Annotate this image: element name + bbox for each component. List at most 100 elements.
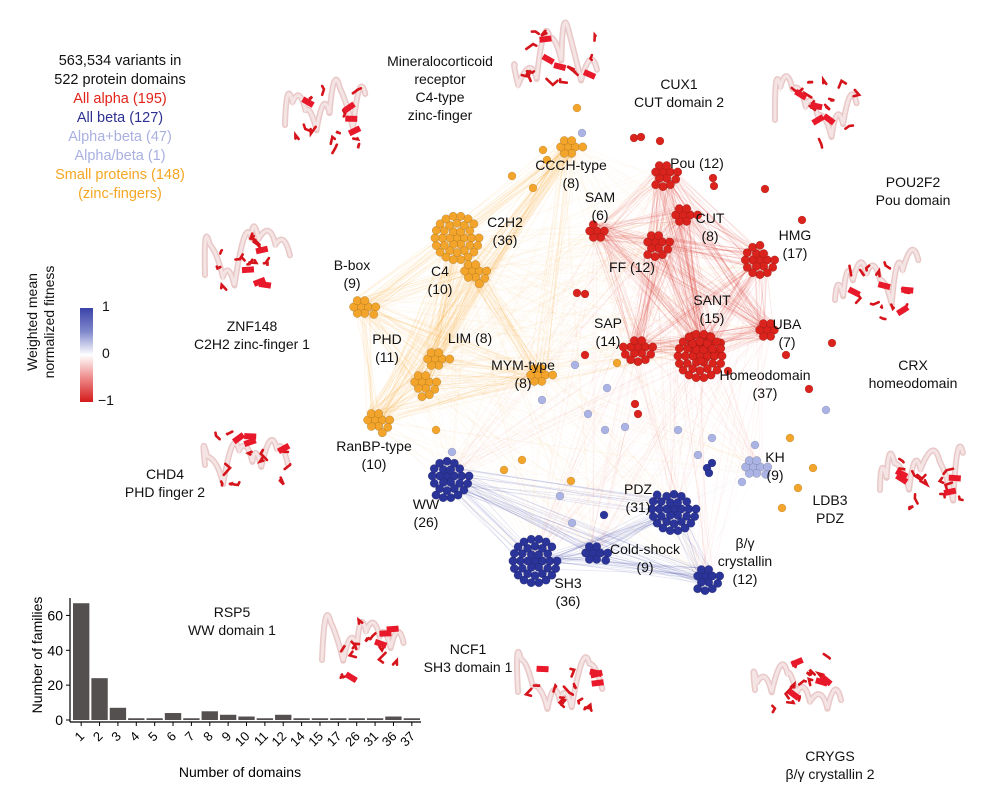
network-edge xyxy=(367,307,532,378)
network-edge xyxy=(596,229,699,344)
network-edge xyxy=(476,246,659,269)
network-edge xyxy=(533,555,714,572)
network-edge xyxy=(430,379,755,461)
structure-label-pou2f2: POU2F2 Pou domain xyxy=(833,173,993,209)
network-edge xyxy=(451,467,601,556)
domain-node xyxy=(652,518,662,528)
network-edge xyxy=(666,167,755,266)
domain-node xyxy=(636,132,646,142)
network-edge xyxy=(595,221,766,331)
domain-node xyxy=(441,252,451,262)
domain-node xyxy=(629,348,639,358)
domain-node xyxy=(455,464,465,474)
network-edge xyxy=(659,248,759,323)
structure-label-line: Mineralocorticoid xyxy=(387,53,493,69)
network-edge xyxy=(604,221,772,336)
network-edge xyxy=(710,320,776,578)
domain-node xyxy=(651,180,661,190)
network-edge xyxy=(440,345,702,364)
network-edge xyxy=(454,139,574,477)
network-edge xyxy=(571,153,701,339)
network-edge xyxy=(352,265,471,303)
structure-label-line: receptor xyxy=(414,71,466,87)
network-edge xyxy=(675,266,757,516)
cluster-label-sub: (8) xyxy=(701,228,719,244)
network-edge xyxy=(701,261,753,337)
network-edge xyxy=(590,174,657,235)
cluster-label-sub: crystallin xyxy=(717,553,773,569)
network-edge xyxy=(597,207,681,231)
domain-node xyxy=(808,463,818,473)
network-edge xyxy=(427,364,535,372)
domain-node xyxy=(688,364,698,374)
cluster-label: PHD (11) xyxy=(337,330,437,366)
network-edge xyxy=(679,220,762,338)
network-edge xyxy=(526,138,577,557)
network-edge xyxy=(452,244,459,475)
network-edge xyxy=(639,179,669,356)
network-edge xyxy=(655,176,703,353)
network-edge xyxy=(414,145,572,388)
domain-node xyxy=(712,365,722,375)
bar-y-axis-label: Number of families xyxy=(29,597,45,714)
network-edge xyxy=(420,248,647,382)
network-edge xyxy=(474,265,768,278)
cluster-label-sub2: (12) xyxy=(732,571,758,587)
network-edge xyxy=(364,228,605,301)
network-edge xyxy=(542,555,707,579)
domain-node xyxy=(528,183,538,193)
domain-node xyxy=(432,377,442,387)
network-edge xyxy=(528,143,567,367)
cluster-cold-shock xyxy=(581,542,613,565)
network-edge xyxy=(445,482,667,517)
network-edge xyxy=(368,309,546,371)
network-edge xyxy=(537,364,698,557)
network-edge xyxy=(633,246,658,347)
network-edge xyxy=(657,240,755,269)
domain-node xyxy=(588,232,598,242)
domain-node xyxy=(762,268,772,278)
domain-node xyxy=(431,226,441,235)
network-edge xyxy=(353,269,465,304)
protein-structure-cux1 xyxy=(511,19,600,90)
domain-node xyxy=(435,219,445,229)
network-edge xyxy=(470,146,570,266)
network-edge xyxy=(366,265,464,420)
network-edge xyxy=(529,246,657,565)
structure-label-line: ZNF148 xyxy=(226,318,278,334)
cluster-label-sub: (6) xyxy=(591,207,609,223)
network-edge xyxy=(674,257,769,507)
network-edge xyxy=(635,346,668,508)
network-edge xyxy=(598,228,758,267)
domain-node xyxy=(377,428,387,438)
network-edge xyxy=(674,220,708,337)
network-edge xyxy=(374,379,538,421)
network-edge xyxy=(636,265,756,347)
bar-31 xyxy=(366,718,384,720)
network-edge xyxy=(355,301,700,341)
domain-node xyxy=(709,181,719,191)
network-edge xyxy=(678,222,776,333)
cluster-pou xyxy=(651,161,683,192)
network-edge xyxy=(671,176,676,501)
network-edge xyxy=(542,377,669,514)
domain-node xyxy=(769,325,779,335)
network-edge xyxy=(634,207,677,346)
network-edge xyxy=(450,234,764,259)
network-edge xyxy=(416,382,712,585)
network-edge xyxy=(601,225,710,350)
network-edge xyxy=(447,245,658,475)
network-edge xyxy=(441,361,542,378)
network-edge xyxy=(544,370,681,504)
network-edge xyxy=(687,211,704,352)
network-edge xyxy=(462,162,669,243)
network-edge xyxy=(687,223,715,342)
network-edge xyxy=(452,233,758,472)
colorbar-tick-mid: 0 xyxy=(102,345,110,361)
domain-node xyxy=(741,462,751,472)
network-edge xyxy=(429,144,576,358)
bar-y-tick-label: 20 xyxy=(47,677,63,693)
bar-x-tick-label: 2 xyxy=(90,729,106,745)
network-edge xyxy=(603,231,652,242)
network-edge xyxy=(447,243,546,381)
